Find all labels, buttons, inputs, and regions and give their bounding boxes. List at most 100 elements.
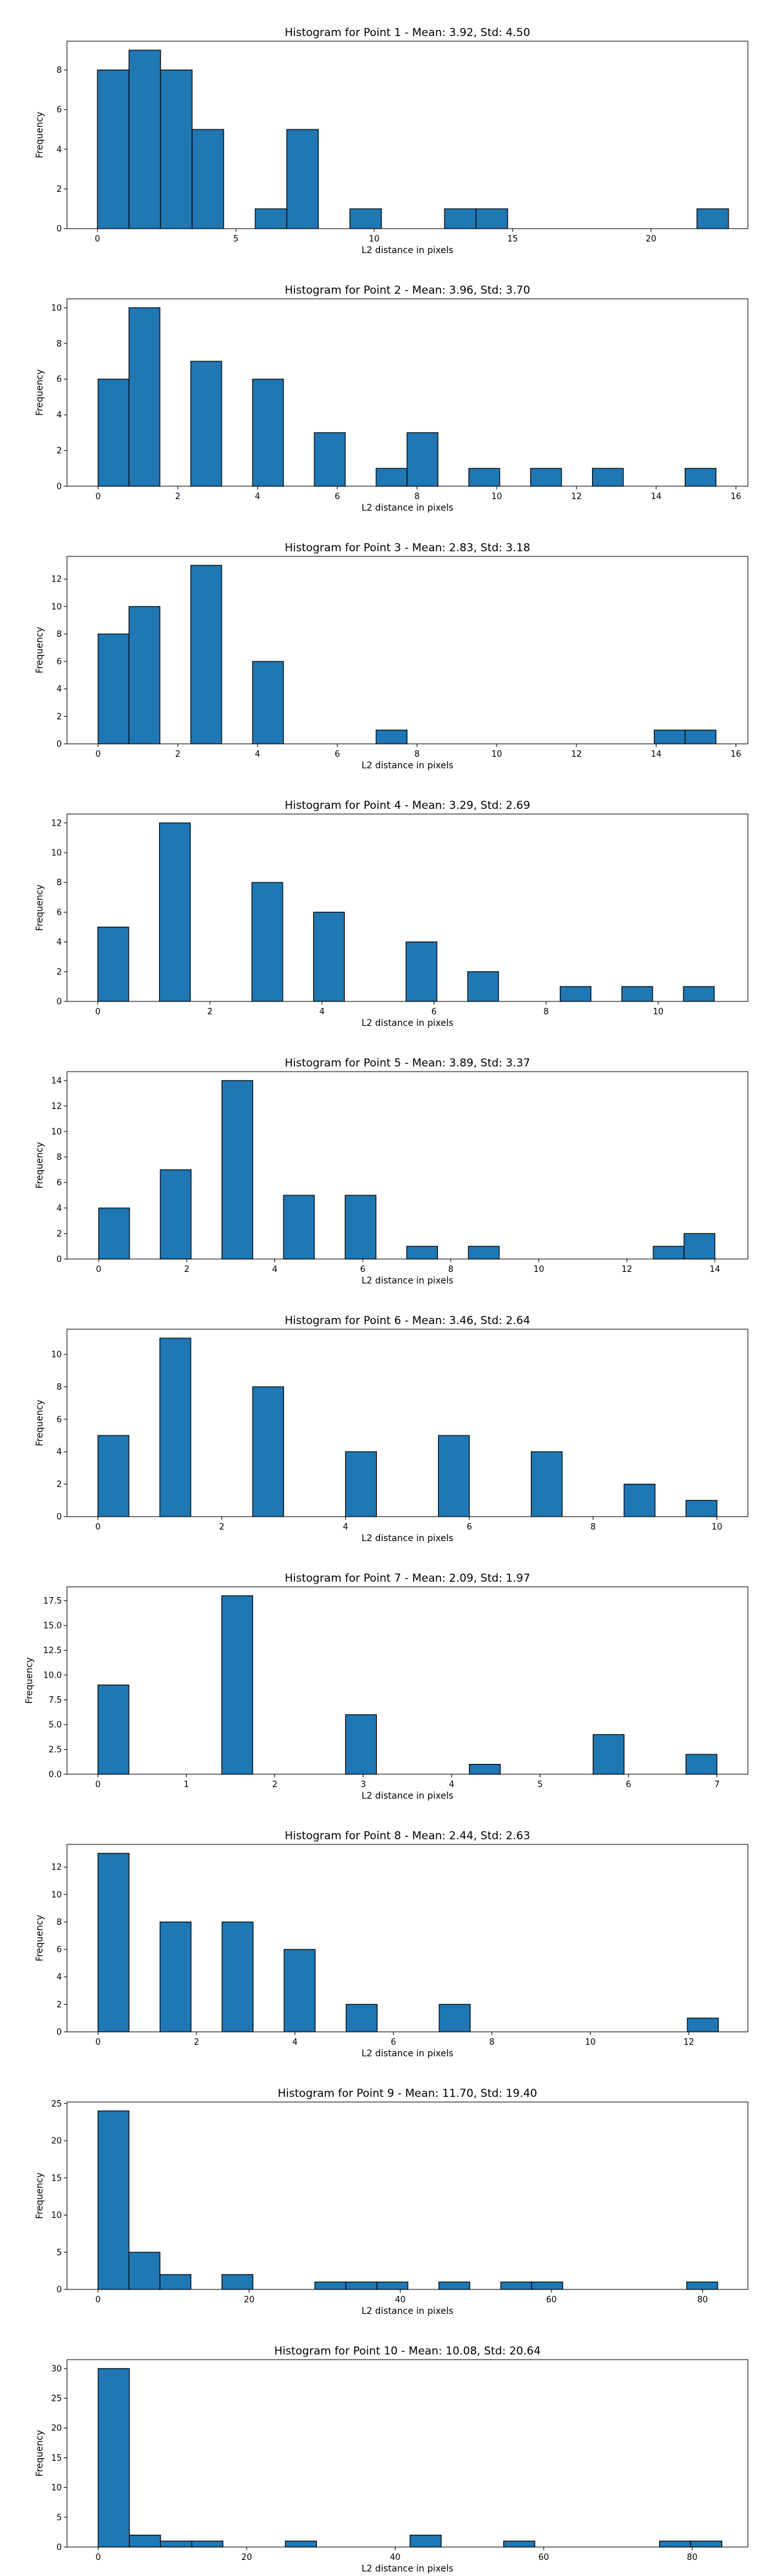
histogram-bar <box>475 208 508 229</box>
y-tick-label: 6 <box>57 375 62 384</box>
y-axis-label: Frequency <box>35 1399 45 1446</box>
y-tick-label: 14 <box>51 1076 62 1086</box>
x-tick-label: 10 <box>369 234 380 244</box>
x-tick-label: 14 <box>651 750 662 759</box>
x-tick-label: 14 <box>651 492 662 502</box>
x-tick-label: 12 <box>571 750 582 759</box>
y-tick-label: 8 <box>57 1918 62 1927</box>
axes-frame <box>66 41 749 229</box>
x-tick-label: 3 <box>361 1780 366 1790</box>
y-tick-label: 12 <box>51 1102 62 1112</box>
histogram-bar <box>313 911 345 1002</box>
chart-title: Histogram for Point 5 - Mean: 3.89, Std:… <box>285 1057 530 1070</box>
chart-title: Histogram for Point 3 - Mean: 2.83, Std:… <box>285 542 530 554</box>
x-tick-label: 10 <box>712 1522 723 1532</box>
chart-title: Histogram for Point 7 - Mean: 2.09, Std:… <box>285 1572 530 1585</box>
histogram-bar <box>252 379 284 487</box>
x-tick-label: 6 <box>432 1007 437 1017</box>
x-axis-label: L2 distance in pixels <box>361 1791 453 1801</box>
histogram-bar <box>283 1949 316 2032</box>
histogram-bar <box>683 1233 716 1260</box>
x-tick-label: 5 <box>233 234 238 244</box>
histogram-bar <box>685 1500 718 1517</box>
histogram-bar <box>376 2281 408 2290</box>
histogram-bar <box>160 70 193 229</box>
y-tick-label: 7.5 <box>48 1696 62 1705</box>
y-tick-label: 10 <box>51 849 62 858</box>
histogram-panel-8: Histogram for Point 8 - Mean: 2.44, Std:… <box>35 1830 749 2059</box>
y-tick-label: 4 <box>57 685 62 694</box>
y-tick-label: 0 <box>57 740 62 750</box>
histogram-panel-1: Histogram for Point 1 - Mean: 3.92, Std:… <box>35 26 749 256</box>
histogram-bar <box>559 986 592 1002</box>
histogram-bar <box>128 606 160 744</box>
chart-title: Histogram for Point 9 - Mean: 11.70, Std… <box>278 2087 537 2100</box>
x-tick-label: 0 <box>95 1522 100 1532</box>
histogram-bar <box>254 208 287 229</box>
y-tick-label: 5.0 <box>48 1721 62 1730</box>
x-tick-label: 60 <box>539 2553 549 2562</box>
x-axis-label: L2 distance in pixels <box>361 2306 453 2316</box>
y-tick-label: 6 <box>57 658 62 667</box>
x-tick-label: 6 <box>466 1522 472 1532</box>
histogram-panel-6: Histogram for Point 6 - Mean: 3.46, Std:… <box>35 1314 749 1544</box>
histogram-bar <box>128 50 161 229</box>
axes-frame <box>66 298 749 487</box>
x-tick-label: 40 <box>390 2553 401 2562</box>
y-tick-label: 2 <box>57 1229 62 1239</box>
y-tick-label: 0 <box>57 2028 62 2038</box>
y-tick-label: 30 <box>51 2364 62 2374</box>
histogram-bar <box>158 822 191 1002</box>
chart-title: Histogram for Point 8 - Mean: 2.44, Std:… <box>285 1830 530 1842</box>
histogram-bar <box>349 208 382 229</box>
x-tick-label: 2 <box>219 1522 224 1532</box>
histogram-bar <box>437 1435 470 1517</box>
x-tick-label: 6 <box>360 1265 365 1274</box>
x-tick-label: 8 <box>544 1007 549 1017</box>
histogram-bar <box>129 2534 161 2548</box>
histogram-bar <box>686 2281 718 2290</box>
y-tick-label: 6 <box>57 1179 62 1188</box>
histogram-bar <box>97 1684 129 1775</box>
y-tick-label: 2 <box>57 446 62 456</box>
x-tick-label: 10 <box>533 1265 544 1274</box>
x-tick-label: 10 <box>491 492 502 502</box>
histogram-bar <box>98 1208 130 1260</box>
x-tick-label: 8 <box>448 1265 453 1274</box>
x-tick-label: 4 <box>292 2038 298 2047</box>
chart-title: Histogram for Point 2 - Mean: 3.96, Std:… <box>285 284 530 297</box>
histogram-bar <box>97 70 129 229</box>
y-tick-label: 10 <box>51 2483 62 2493</box>
y-axis-label: Frequency <box>35 111 45 158</box>
y-tick-label: 25 <box>51 2099 62 2109</box>
x-tick-label: 4 <box>449 1780 454 1790</box>
y-tick-label: 10 <box>51 1890 62 1900</box>
x-axis-label: L2 distance in pixels <box>361 1018 453 1028</box>
histogram-bar <box>314 2281 347 2290</box>
y-tick-label: 8 <box>57 1383 62 1392</box>
y-tick-label: 10 <box>51 2211 62 2221</box>
histogram-panel-9: Histogram for Point 9 - Mean: 11.70, Std… <box>35 2087 749 2316</box>
y-tick-label: 2.5 <box>48 1745 62 1755</box>
histogram-bar <box>653 730 686 744</box>
x-tick-label: 0 <box>95 492 100 502</box>
y-tick-label: 6 <box>57 1946 62 1955</box>
y-axis-label: Frequency <box>35 1142 45 1188</box>
x-tick-label: 0 <box>95 750 100 759</box>
y-axis-label: Frequency <box>35 369 45 415</box>
y-axis-label: Frequency <box>35 1915 45 1961</box>
y-tick-label: 8 <box>57 66 62 75</box>
y-tick-label: 4 <box>57 938 62 947</box>
x-tick-label: 15 <box>508 234 519 244</box>
x-tick-label: 4 <box>255 492 260 502</box>
histogram-bar <box>97 379 129 487</box>
histogram-bar <box>684 730 717 744</box>
y-tick-label: 6 <box>57 1415 62 1425</box>
histogram-bar <box>222 1921 254 2032</box>
histogram-bar <box>696 208 729 229</box>
y-tick-label: 10 <box>51 602 62 612</box>
y-tick-label: 0 <box>57 482 62 492</box>
x-tick-label: 2 <box>175 750 180 759</box>
x-tick-label: 60 <box>546 2295 557 2305</box>
